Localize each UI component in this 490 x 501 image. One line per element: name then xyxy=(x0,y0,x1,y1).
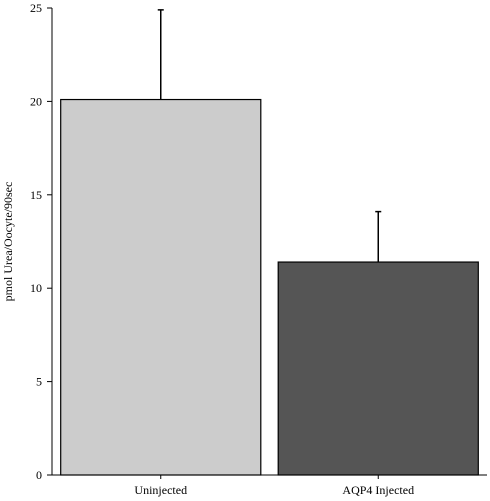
y-tick-label: 0 xyxy=(36,468,42,482)
y-axis-title: pmol Urea/Oocyte/90sec xyxy=(1,182,15,302)
x-tick-label: Uninjected xyxy=(134,483,187,497)
y-tick-label: 15 xyxy=(30,188,42,202)
x-axis: Uninjected AQP4 Injected xyxy=(52,474,487,497)
error-bars xyxy=(157,9,382,263)
bars xyxy=(60,98,479,476)
y-tick-label: 5 xyxy=(36,375,42,389)
y-tick-label: 20 xyxy=(30,94,42,108)
bar-uninjected xyxy=(60,98,262,476)
y-tick-label: 10 xyxy=(30,281,42,295)
y-axis: 0 5 10 15 20 25 xyxy=(30,1,53,482)
x-tick-label: AQP4 Injected xyxy=(342,483,414,497)
bar-aqp4-injected xyxy=(277,261,479,476)
y-tick-label: 25 xyxy=(30,1,42,15)
